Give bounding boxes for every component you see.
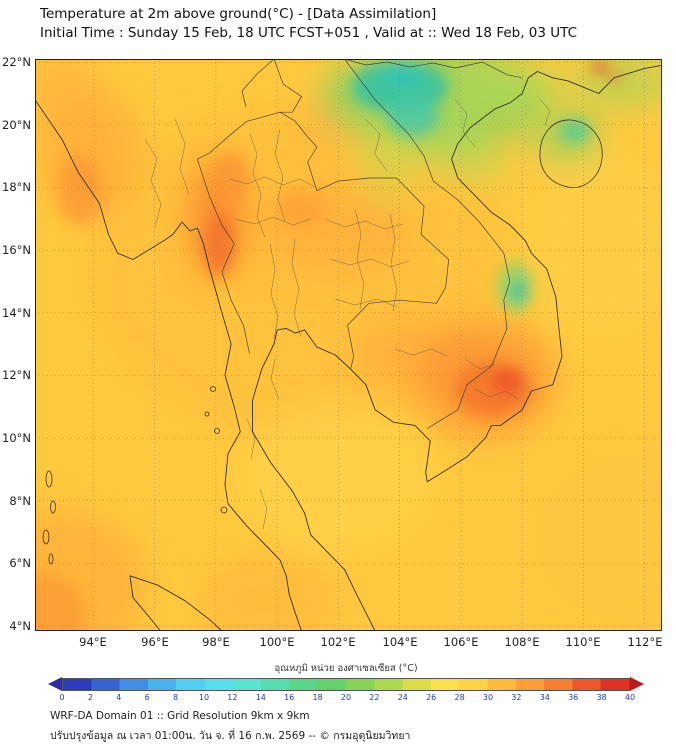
y-axis-tick-label: 12°N <box>2 368 31 382</box>
map-frame <box>35 59 662 631</box>
temperature-field <box>0 45 676 659</box>
colorbar-tick-label: 6 <box>144 693 150 702</box>
colorbar-tick-label: 22 <box>369 693 380 702</box>
colorbar <box>48 677 644 691</box>
colorbar-gradient <box>62 677 630 691</box>
y-axis-tick-label: 10°N <box>2 431 31 445</box>
colorbar-tick-label: 20 <box>340 693 352 702</box>
colorbar-tick-label: 12 <box>227 693 238 702</box>
colorbar-tick-label: 38 <box>596 693 607 702</box>
country-borders <box>197 58 523 429</box>
gridlines <box>35 59 662 631</box>
colorbar-right-arrow <box>630 677 644 691</box>
colorbar-tick-label: 8 <box>173 693 179 702</box>
weather-map <box>0 45 676 659</box>
y-axis-tick-label: 20°N <box>2 118 31 132</box>
colorbar-tick-label: 32 <box>511 693 522 702</box>
x-axis-tick-label: 102°E <box>320 635 356 649</box>
province-borders <box>144 98 551 530</box>
colorbar-label: อุณหภูมิ หน่วย องศาเซลเซียส (°C) <box>274 663 418 674</box>
y-axis-tick-label: 4°N <box>9 619 31 633</box>
colorbar-left-arrow <box>48 677 62 691</box>
colorbar-tick-label: 18 <box>312 693 323 702</box>
map-plot-area <box>0 45 676 659</box>
colorbar-tick-label: 26 <box>426 693 437 702</box>
x-axis-tick-label: 110°E <box>565 635 601 649</box>
colorbar-tick-label: 2 <box>87 693 93 702</box>
colorbar-tick-label: 30 <box>482 693 494 702</box>
x-axis-tick-label: 100°E <box>259 635 295 649</box>
colorbar-tick-label: 0 <box>59 693 65 702</box>
colorbar-tick-label: 40 <box>624 693 636 702</box>
colorbar-tick-label: 36 <box>568 693 579 702</box>
colorbar-tick-label: 10 <box>198 693 210 702</box>
colorbar-tick-label: 34 <box>539 693 550 702</box>
y-axis-tick-label: 14°N <box>2 306 31 320</box>
coastline <box>34 64 663 632</box>
colorbar-tick-label: 24 <box>397 693 408 702</box>
x-axis-tick-label: 112°E <box>627 635 663 649</box>
islands <box>42 119 603 565</box>
footer-update-info: ปรับปรุงข้อมูล ณ เวลา 01:00น. วัน จ. ที่… <box>50 730 411 742</box>
colorbar-ticks: 0 2 4 6 8 10 12 14 16 18 20 22 24 26 28 … <box>59 693 635 703</box>
x-axis-tick-label: 108°E <box>504 635 540 649</box>
footer-domain-info: WRF-DA Domain 01 :: Grid Resolution 9km … <box>50 710 310 722</box>
page-subtitle: Initial Time : Sunday 15 Feb, 18 UTC FCS… <box>40 25 578 41</box>
x-axis-tick-label: 96°E <box>141 635 169 649</box>
colorbar-tick-label: 16 <box>284 693 295 702</box>
y-axis-tick-label: 16°N <box>2 243 31 257</box>
x-axis-tick-label: 94°E <box>79 635 107 649</box>
colorbar-tick-label: 14 <box>255 693 266 702</box>
page-title: Temperature at 2m above ground(°C) - [Da… <box>40 6 437 22</box>
y-axis-tick-label: 8°N <box>9 494 31 508</box>
colorbar-tick-label: 28 <box>454 693 465 702</box>
x-axis-tick-label: 106°E <box>443 635 479 649</box>
y-axis-tick-label: 22°N <box>2 55 31 69</box>
y-axis-tick-label: 6°N <box>9 556 31 570</box>
y-axis-tick-label: 18°N <box>2 180 31 194</box>
x-axis-tick-label: 98°E <box>202 635 230 649</box>
x-axis-tick-label: 104°E <box>382 635 418 649</box>
colorbar-tick-label: 4 <box>116 693 122 702</box>
